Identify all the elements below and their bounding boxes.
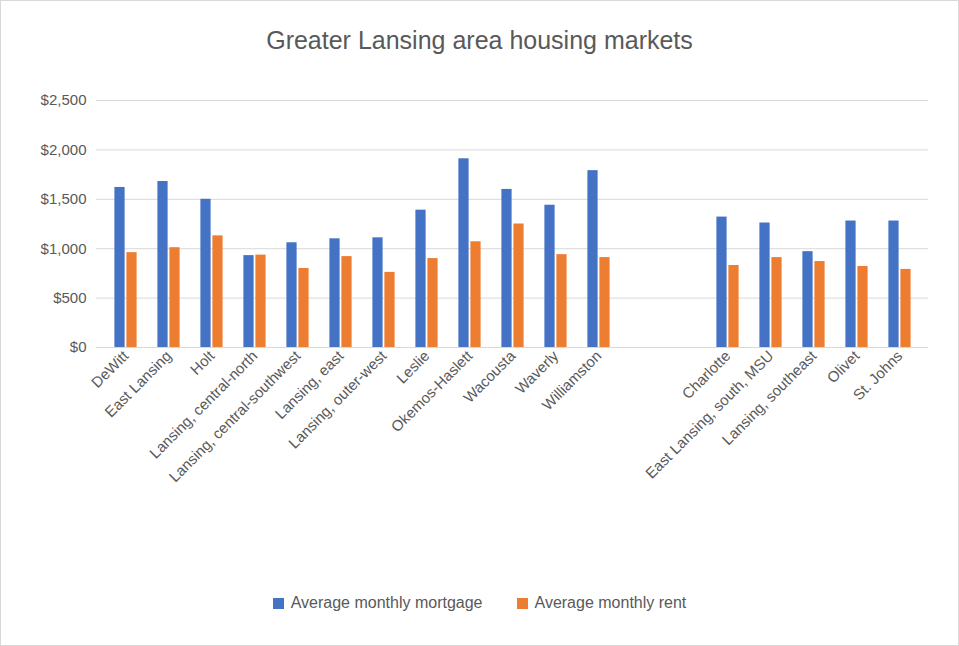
svg-text:Lansing, outer-west: Lansing, outer-west: [285, 346, 390, 451]
svg-text:Lansing, central-southwest: Lansing, central-southwest: [165, 347, 304, 486]
svg-text:Lansing, east: Lansing, east: [271, 347, 347, 423]
svg-text:DeWitt: DeWitt: [87, 347, 132, 391]
svg-text:$500: $500: [53, 289, 86, 306]
svg-text:Waverly: Waverly: [511, 347, 562, 397]
svg-text:Wacousta: Wacousta: [460, 347, 519, 406]
svg-text:Charlotte: Charlotte: [678, 347, 734, 403]
svg-text:$1,500: $1,500: [41, 190, 87, 207]
svg-text:East Lansing: East Lansing: [101, 347, 174, 420]
svg-text:$2,500: $2,500: [41, 91, 87, 108]
html-text:Greater Lansing area housing m: Greater Lansing area housing markets: [266, 26, 693, 54]
svg-text:$1,000: $1,000: [41, 240, 87, 257]
svg-text:$2,000: $2,000: [41, 141, 87, 158]
svg-text:Lansing, southeast: Lansing, southeast: [718, 346, 820, 448]
html-text:Average monthly rent: Average monthly rent: [534, 594, 687, 611]
svg-text:Okemos-Haslett: Okemos-Haslett: [387, 347, 476, 436]
svg-text:$0: $0: [70, 338, 87, 355]
svg-text:Holt: Holt: [187, 346, 218, 377]
svg-text:St. Johns: St. Johns: [849, 347, 905, 403]
svg-text:Lansing, central-north: Lansing, central-north: [145, 347, 261, 462]
html-text:Average monthly mortgage: Average monthly mortgage: [290, 594, 483, 611]
svg-text:Olivet: Olivet: [823, 346, 863, 386]
svg-text:East Lansing, south, MSU: East Lansing, south, MSU: [641, 347, 777, 482]
svg-text:Williamston: Williamston: [538, 347, 604, 413]
svg-text:Leslie: Leslie: [393, 347, 433, 387]
